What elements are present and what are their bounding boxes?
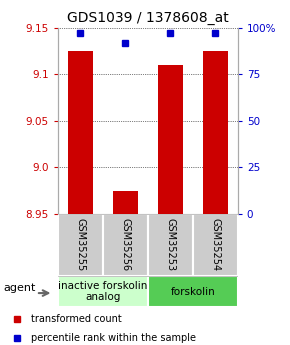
Bar — [68, 51, 93, 214]
Bar — [148, 214, 193, 276]
Text: agent: agent — [3, 284, 35, 293]
Bar — [203, 51, 228, 214]
Bar — [193, 214, 238, 276]
Text: GSM35255: GSM35255 — [75, 218, 86, 272]
Bar — [103, 214, 148, 276]
Text: forskolin: forskolin — [171, 287, 215, 296]
Text: GSM35253: GSM35253 — [165, 218, 175, 272]
Bar — [158, 65, 183, 214]
Bar — [148, 276, 238, 307]
Title: GDS1039 / 1378608_at: GDS1039 / 1378608_at — [67, 11, 229, 25]
Text: GSM35254: GSM35254 — [210, 218, 220, 272]
Text: GSM35256: GSM35256 — [120, 218, 130, 272]
Bar — [58, 276, 148, 307]
Text: inactive forskolin
analog: inactive forskolin analog — [58, 281, 148, 302]
Text: transformed count: transformed count — [31, 314, 122, 324]
Bar — [113, 190, 138, 214]
Text: percentile rank within the sample: percentile rank within the sample — [31, 333, 196, 343]
Bar — [58, 214, 103, 276]
